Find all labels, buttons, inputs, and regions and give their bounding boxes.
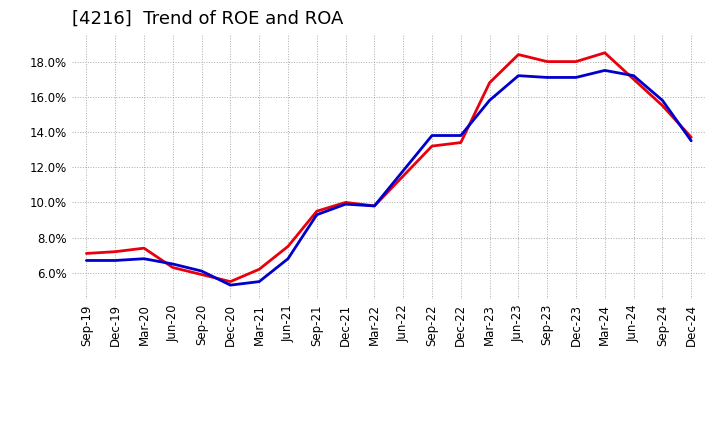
ROE — [312, 209, 321, 214]
ROA — [197, 268, 206, 274]
ROE — [140, 246, 148, 251]
ROA — [111, 258, 120, 263]
ROA — [140, 256, 148, 261]
ROE — [600, 50, 609, 55]
ROE — [456, 140, 465, 145]
ROA — [284, 256, 292, 261]
ROA — [485, 98, 494, 103]
ROE — [485, 80, 494, 85]
ROE — [370, 203, 379, 209]
ROA — [226, 282, 235, 288]
ROA — [514, 73, 523, 78]
ROA — [600, 68, 609, 73]
ROA — [572, 75, 580, 80]
ROE — [658, 103, 667, 108]
Line: ROA: ROA — [86, 70, 691, 285]
ROA — [456, 133, 465, 138]
ROA — [658, 98, 667, 103]
ROA — [168, 261, 177, 267]
ROA — [687, 138, 696, 143]
Line: ROE: ROE — [86, 53, 691, 282]
ROA — [82, 258, 91, 263]
Text: [4216]  Trend of ROE and ROA: [4216] Trend of ROE and ROA — [72, 10, 343, 28]
ROA — [629, 73, 638, 78]
ROA — [341, 202, 350, 207]
ROE — [197, 272, 206, 277]
ROE — [629, 77, 638, 82]
ROA — [428, 133, 436, 138]
ROE — [399, 173, 408, 179]
ROE — [82, 251, 91, 256]
ROE — [687, 135, 696, 140]
ROA — [255, 279, 264, 284]
ROE — [428, 143, 436, 149]
ROE — [572, 59, 580, 64]
ROA — [312, 212, 321, 217]
ROE — [284, 244, 292, 249]
ROE — [514, 52, 523, 57]
ROE — [168, 265, 177, 270]
ROA — [399, 168, 408, 173]
ROA — [543, 75, 552, 80]
ROE — [226, 279, 235, 284]
ROE — [111, 249, 120, 254]
ROA — [370, 203, 379, 209]
ROE — [341, 200, 350, 205]
ROE — [255, 267, 264, 272]
ROE — [543, 59, 552, 64]
